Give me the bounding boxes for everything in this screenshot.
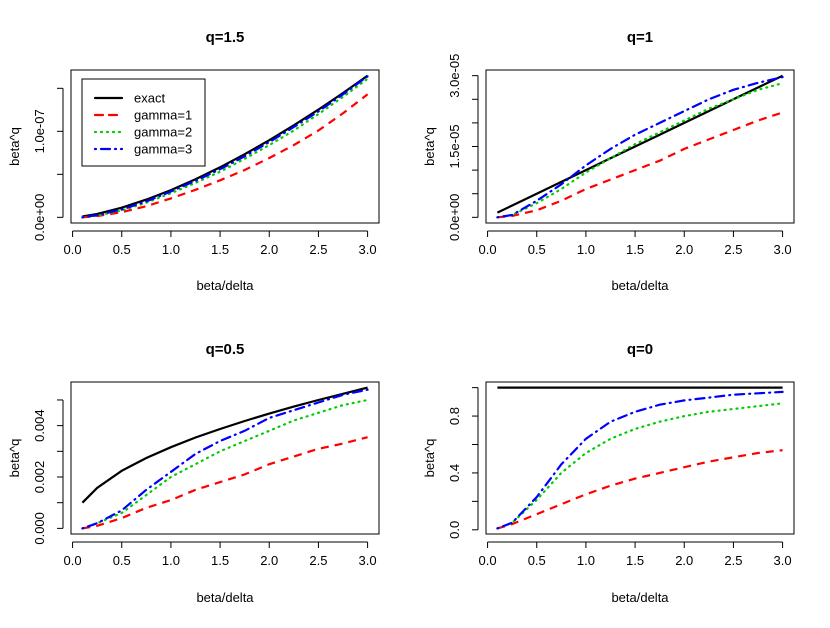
y-axis-label: beta^q — [422, 439, 437, 478]
legend-label: exact — [134, 91, 165, 106]
panel-q=0: q=0 0.0 0.5 1.0 1.5 2.0 2.5 3.0 beta/delta 0.0 0.4… — [422, 341, 795, 605]
x-tick-label: 1.0 — [577, 553, 595, 568]
y-tick-label: 0.004 — [32, 409, 47, 442]
x-tick-label: 1.0 — [577, 242, 595, 257]
y-tick-label: 0.000 — [32, 512, 47, 545]
x-tick-label: 2.0 — [675, 242, 693, 257]
y-axis-label: beta^q — [7, 439, 22, 478]
panel-q=1: q=1 0.0 0.5 1.0 1.5 2.0 2.5 3.0 beta/delta 0.0e+0… — [422, 29, 795, 293]
y-tick-label: 1.5e-05 — [447, 124, 462, 168]
panel-q=1.5: q=1.5 0.0 0.5 1.0 1.5 2.0 2.5 3.0 beta/delta 0.0e… — [7, 29, 380, 293]
x-tick-label: 0.5 — [528, 553, 546, 568]
y-tick-label: 0.0 — [447, 521, 462, 539]
plot-frame — [485, 69, 795, 224]
series-line-exact — [82, 74, 369, 218]
x-tick-label: 3.0 — [774, 553, 792, 568]
legend-label: gamma=3 — [134, 142, 192, 157]
series-line-gamma=3 — [496, 390, 784, 530]
x-tick-label: 1.5 — [626, 242, 644, 257]
x-tick-label: 2.5 — [724, 242, 742, 257]
x-tick-label: 0.0 — [64, 553, 82, 568]
series-line-gamma=3 — [496, 75, 784, 219]
legend-label: gamma=1 — [134, 108, 192, 123]
x-axis-label: beta/delta — [611, 590, 669, 605]
series-line-gamma=1 — [82, 93, 369, 219]
x-tick-label: 2.0 — [675, 553, 693, 568]
y-tick-label: 0.0e+00 — [447, 194, 462, 241]
x-tick-label: 0.5 — [113, 553, 131, 568]
x-axis-label: beta/delta — [196, 278, 254, 293]
series-line-exact — [81, 386, 368, 504]
series-line-gamma=2 — [81, 77, 369, 219]
panel-title: q=0 — [627, 341, 653, 358]
x-tick-label: 3.0 — [359, 553, 377, 568]
x-tick-label: 3.0 — [359, 242, 377, 257]
x-tick-label: 2.5 — [724, 553, 742, 568]
x-tick-label: 0.5 — [528, 242, 546, 257]
y-tick-label: 0.0e+00 — [32, 194, 47, 241]
x-axis-label: beta/delta — [611, 278, 669, 293]
series-line-gamma=2 — [81, 398, 369, 530]
series-line-gamma=3 — [81, 75, 369, 219]
x-tick-label: 0.0 — [64, 242, 82, 257]
legend-box — [81, 78, 206, 167]
x-tick-label: 1.5 — [211, 553, 229, 568]
x-tick-label: 3.0 — [774, 242, 792, 257]
y-tick-label: 0.4 — [447, 464, 462, 482]
plot-frame — [70, 381, 380, 535]
x-axis-label: beta/delta — [196, 590, 254, 605]
x-tick-label: 2.5 — [309, 242, 327, 257]
panel-title: q=1 — [627, 29, 653, 46]
x-tick-label: 0.0 — [479, 553, 497, 568]
series-line-gamma=1 — [497, 449, 783, 530]
x-tick-label: 1.0 — [162, 553, 180, 568]
x-tick-label: 2.0 — [260, 553, 278, 568]
series-line-gamma=3 — [81, 388, 369, 530]
legend-label: gamma=2 — [134, 125, 192, 140]
x-tick-label: 2.0 — [260, 242, 278, 257]
plot-frame — [485, 381, 795, 535]
series-line-gamma=2 — [496, 82, 784, 219]
panel-q=0.5: q=0.5 0.0 0.5 1.0 1.5 2.0 2.5 3.0 beta/delta 0.00… — [7, 341, 380, 605]
panel-title: q=1.5 — [206, 29, 245, 46]
y-axis-label: beta^q — [7, 127, 22, 166]
y-tick-label: 3.0e-05 — [447, 54, 462, 98]
plot-frame — [70, 69, 380, 224]
x-tick-label: 2.5 — [309, 553, 327, 568]
y-axis-label: beta^q — [422, 127, 437, 166]
x-tick-label: 0.0 — [479, 242, 497, 257]
series-line-exact — [496, 74, 784, 214]
y-tick-label: 0.002 — [32, 461, 47, 494]
x-tick-label: 1.5 — [626, 553, 644, 568]
y-tick-label: 0.8 — [447, 407, 462, 425]
series-line-gamma=1 — [82, 436, 368, 530]
y-tick-label: 1.0e-07 — [32, 109, 47, 153]
x-tick-label: 0.5 — [113, 242, 131, 257]
panel-title: q=0.5 — [206, 341, 245, 358]
series-line-gamma=1 — [497, 111, 783, 219]
x-tick-label: 1.5 — [211, 242, 229, 257]
x-tick-label: 1.0 — [162, 242, 180, 257]
series-line-gamma=2 — [496, 402, 784, 530]
legend: exact gamma=1 gamma=2 gamma=3 — [81, 78, 206, 167]
